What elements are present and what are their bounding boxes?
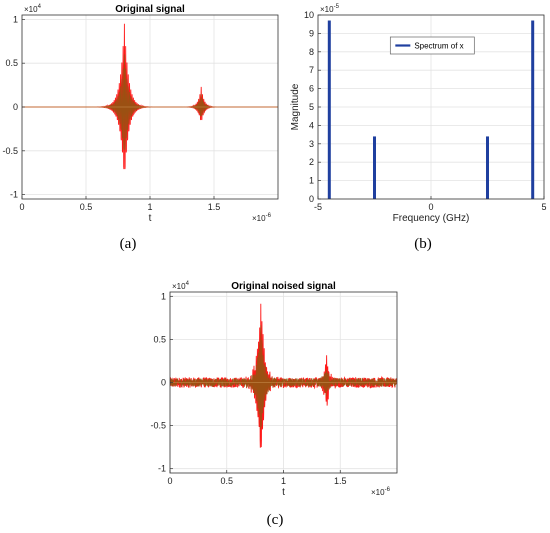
y-exponent-label: ×104 [172,281,190,291]
y-tick-label: 1 [161,291,166,301]
x-axis-title: Frequency (GHz) [393,213,470,224]
spectrum-bar [486,136,489,199]
spectrum-bar [373,136,376,199]
y-tick-label: 4 [309,120,314,130]
x-tick-label: 5 [541,202,546,212]
x-tick-label: 1.5 [208,202,221,212]
y-axis-title: Magnitude [290,83,301,130]
y-tick-label: 3 [309,139,314,149]
panel-caption: (b) [414,236,432,252]
y-tick-label: 0.5 [5,58,18,68]
x-axis-title: t [149,213,152,224]
y-tick-label: 0 [309,194,314,204]
y-tick-label: 8 [309,47,314,57]
x-tick-label: 1 [147,202,152,212]
x-exponent-power: -6 [266,213,272,219]
y-exponent-power: 4 [38,4,42,10]
y-tick-label: -1 [158,464,166,474]
x-tick-label: 1 [281,476,286,486]
y-exponent-power: -5 [334,4,340,10]
y-tick-label: 9 [309,28,314,38]
y-tick-label: 10 [304,10,314,20]
y-tick-label: 5 [309,102,314,112]
y-tick-label: 0.5 [153,334,166,344]
legend-label: Spectrum of x [414,42,463,51]
spectrum-bar [327,20,331,199]
y-tick-label: 0 [13,102,18,112]
y-tick-label: 6 [309,84,314,94]
x-tick-label: -5 [314,202,322,212]
y-exponent-label: ×104 [24,4,42,14]
signal-series-2 [170,325,397,430]
y-exponent-label: ×10-5 [320,4,340,14]
chart-panel-1: 0 0.5 1 1.5 -1 -0.5 0 0.5 1 Original signal t ×104 ×… [2,4,279,252]
x-tick-label: 0 [19,202,24,212]
signal-traces [170,303,397,448]
chart-panel-3: 0 0.5 1 1.5 -1 -0.5 0 0.5 1 Original noised signa… [150,281,398,528]
y-tick-label: -1 [10,190,18,200]
y-tick-label: -0.5 [2,146,18,156]
y-tick-label: 2 [309,157,314,167]
x-axis-title: t [282,487,285,498]
y-tick-label: -0.5 [150,421,166,431]
signal-traces [22,23,278,170]
y-exponent-power: 4 [186,281,190,287]
panel-caption: (c) [267,512,284,528]
x-exponent-power: -6 [385,487,391,493]
y-tick-label: 1 [309,176,314,186]
y-tick-label: 7 [309,65,314,75]
x-exponent-label: ×10-6 [371,487,391,497]
x-tick-label: 0.5 [80,202,93,212]
panel-caption: (a) [120,236,137,252]
legend-box [389,36,475,55]
y-tick-label: 1 [13,14,18,24]
x-tick-label: 0 [167,476,172,486]
x-tick-label: 0 [428,202,433,212]
spectrum-bar [531,20,535,199]
plot-title: Original signal [115,4,185,15]
plot-title: Original noised signal [231,281,336,292]
x-exponent-label: ×10-6 [252,213,272,223]
x-tick-label: 0.5 [220,476,233,486]
y-tick-label: 0 [161,378,166,388]
x-tick-label: 1.5 [334,476,347,486]
